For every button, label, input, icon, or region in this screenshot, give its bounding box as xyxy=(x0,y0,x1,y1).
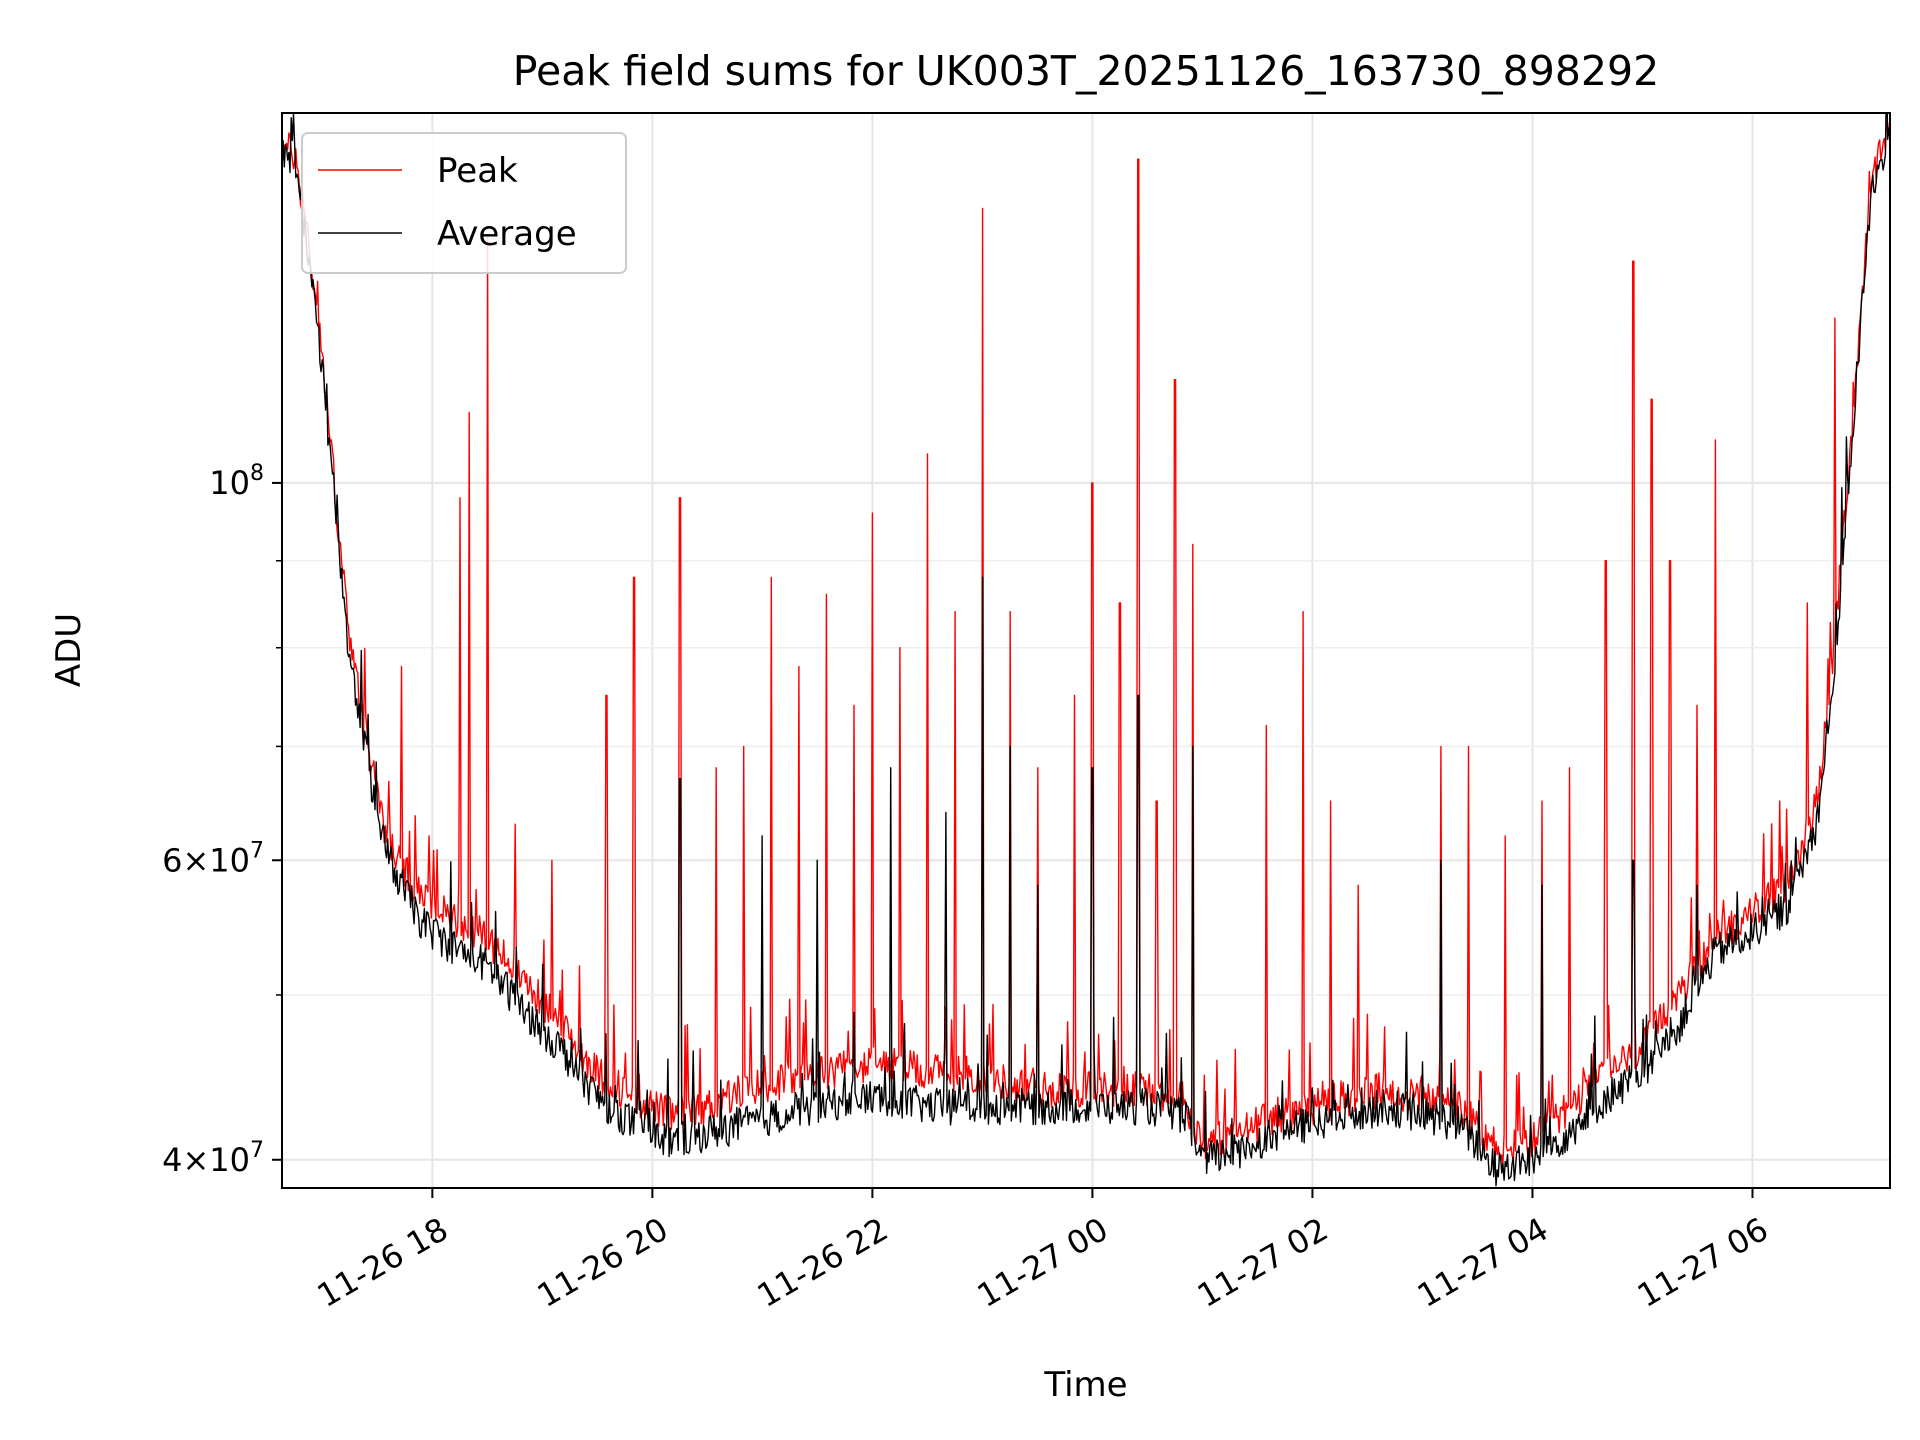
plot-frame xyxy=(281,112,1891,1189)
series-line-peak xyxy=(282,120,1890,1165)
x-axis-title: Time xyxy=(1043,1365,1127,1405)
y-tick-label: 108 xyxy=(209,461,264,502)
series-layer xyxy=(282,113,1890,1187)
legend-label-peak: Peak xyxy=(437,151,518,191)
y-tick-label: 6×107 xyxy=(162,838,264,879)
legend-box xyxy=(301,132,627,274)
legend: Peak Average xyxy=(301,132,627,274)
y-tick-label: 4×107 xyxy=(162,1138,264,1179)
chart-title: Peak field sums for UK003T_20251126_1637… xyxy=(513,47,1659,95)
legend-label-average: Average xyxy=(437,214,577,254)
y-axis-title: ADU xyxy=(49,613,89,687)
series-line-average xyxy=(282,113,1890,1187)
